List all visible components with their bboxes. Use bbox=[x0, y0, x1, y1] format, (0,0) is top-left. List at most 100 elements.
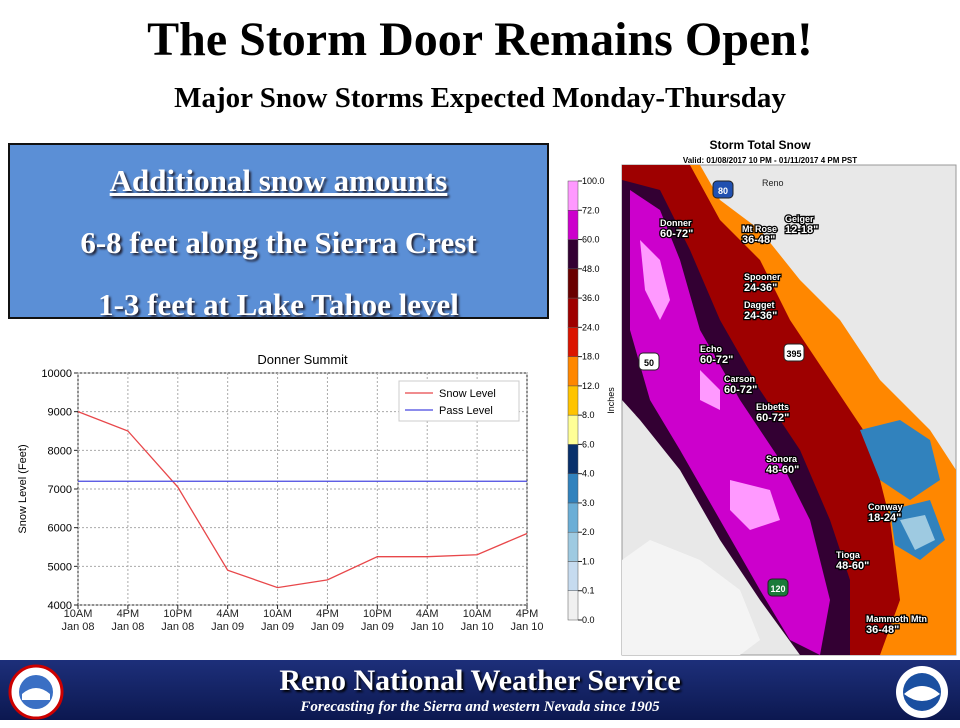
y-tick-label: 6000 bbox=[48, 523, 72, 535]
colorbar-segment bbox=[567, 561, 579, 591]
map-subtitle: Valid: 01/08/2017 10 PM - 01/11/2017 4 P… bbox=[683, 156, 857, 165]
graphics: Donner Summit Snow Level (Feet) 4000 5000 60… bbox=[17, 138, 957, 656]
x-tick-label: 10AM Jan 10 bbox=[460, 608, 494, 633]
y-axis-label: Snow Level (Feet) bbox=[17, 444, 29, 533]
road-shield-label: 50 bbox=[644, 358, 654, 368]
colorbar-segment bbox=[567, 590, 579, 621]
location-amount: 60-72" bbox=[724, 384, 757, 396]
map-base bbox=[621, 164, 957, 656]
location-amount: 60-72" bbox=[660, 228, 693, 240]
colorbar-segment bbox=[567, 356, 579, 387]
location-amount: 36-48" bbox=[866, 624, 899, 636]
road-shield-label: 120 bbox=[770, 584, 785, 594]
footer: Reno National Weather Service Forecastin… bbox=[0, 660, 960, 720]
colorbar-segment bbox=[567, 268, 579, 299]
location-amount: 36-48" bbox=[742, 234, 775, 246]
colorbar-segment bbox=[567, 180, 579, 211]
nws-logo bbox=[8, 664, 64, 720]
location-name: Echo bbox=[700, 344, 723, 354]
location-name: Tioga bbox=[836, 550, 861, 560]
line-series bbox=[77, 411, 528, 589]
colorbar-label: 4.0 bbox=[582, 469, 595, 479]
colorbar-label: 100.0 bbox=[582, 176, 605, 186]
road-shield-label: 395 bbox=[786, 349, 801, 359]
legend-label: Pass Level bbox=[439, 405, 493, 417]
callout: Additional snow amounts 6-8 feet along t… bbox=[8, 143, 549, 322]
colorbar-segment bbox=[567, 297, 579, 328]
location-name: Conway bbox=[868, 502, 903, 512]
legend-label: Snow Level bbox=[439, 388, 496, 400]
callout-heading: Additional snow amounts bbox=[109, 163, 448, 198]
location-amount: 12-18" bbox=[785, 224, 818, 236]
y-tick-label: 5000 bbox=[48, 561, 72, 573]
noaa-logo bbox=[896, 666, 948, 718]
x-tick-label: 10AM Jan 08 bbox=[61, 608, 95, 633]
headline: The Storm Door Remains Open! bbox=[147, 13, 813, 66]
location-name: Sonora bbox=[766, 454, 798, 464]
colorbar-label: 36.0 bbox=[582, 293, 600, 303]
colorbar-segment bbox=[567, 531, 579, 562]
colorbar-segment bbox=[567, 502, 579, 533]
callout-line: 6-8 feet along the Sierra Crest bbox=[80, 225, 477, 260]
location-amount: 24-36" bbox=[744, 310, 777, 322]
colorbar-label: 6.0 bbox=[582, 439, 595, 449]
x-tick-label: 4AM Jan 09 bbox=[211, 608, 245, 633]
location-amount: 48-60" bbox=[766, 464, 799, 476]
footer-subtitle: Forecasting for the Sierra and western N… bbox=[300, 699, 660, 715]
colorbar-segment bbox=[567, 444, 579, 474]
location-amount: 24-36" bbox=[744, 282, 777, 294]
footer-title: Reno National Weather Service bbox=[279, 664, 681, 697]
location-amount: 60-72" bbox=[700, 354, 733, 366]
colorbar-segment bbox=[567, 239, 579, 270]
colorbar-segment bbox=[567, 473, 579, 504]
y-tick-label: 8000 bbox=[48, 445, 72, 457]
y-tick-label: 7000 bbox=[48, 484, 72, 496]
location-name: Donner bbox=[660, 218, 692, 228]
colorbar-label: 72.0 bbox=[582, 205, 600, 215]
y-tick-label: 9000 bbox=[48, 407, 72, 419]
colorbar-label: 12.0 bbox=[582, 381, 600, 391]
location-name: Mammoth Mtn bbox=[866, 614, 927, 624]
x-tick-label: 4PM Jan 09 bbox=[310, 608, 344, 633]
road-shield-label: 80 bbox=[718, 186, 728, 196]
colorbar-label: 3.0 bbox=[582, 498, 595, 508]
colorbar-label: 1.0 bbox=[582, 556, 595, 566]
colorbar-label: 0.1 bbox=[582, 586, 595, 596]
y-tick-label: 4000 bbox=[48, 600, 72, 612]
colorbar-label: 24.0 bbox=[582, 322, 600, 332]
chart-title: Donner Summit bbox=[257, 352, 348, 367]
location-name: Geiger bbox=[785, 214, 814, 224]
legend bbox=[398, 380, 520, 422]
colorbar-label: 18.0 bbox=[582, 352, 600, 362]
colorbar-label: 2.0 bbox=[582, 527, 595, 537]
location-name: Carson bbox=[724, 374, 755, 384]
colorbar-label: 8.0 bbox=[582, 410, 595, 420]
y-tick-label: 10000 bbox=[41, 368, 72, 380]
colorbar-segment bbox=[567, 327, 579, 357]
subheadline: Major Snow Storms Expected Monday-Thursd… bbox=[174, 82, 786, 114]
x-tick-label: 4PM Jan 08 bbox=[111, 608, 145, 633]
colorbar-unit: Inches bbox=[606, 387, 616, 414]
location-name: Dagget bbox=[744, 300, 775, 310]
colorbar-label: 60.0 bbox=[582, 235, 600, 245]
x-tick-label: 4PM Jan 10 bbox=[510, 608, 544, 633]
location-amount: 48-60" bbox=[836, 560, 869, 572]
x-tick-label: 4AM Jan 10 bbox=[410, 608, 444, 633]
map-title: Storm Total Snow bbox=[709, 138, 811, 152]
road-shield bbox=[712, 180, 734, 199]
location-name: Mt Rose bbox=[742, 224, 777, 234]
x-tick-label: 10AM Jan 09 bbox=[261, 608, 295, 633]
road-shield bbox=[767, 578, 789, 597]
x-tick-label: 10PM Jan 09 bbox=[360, 608, 394, 633]
